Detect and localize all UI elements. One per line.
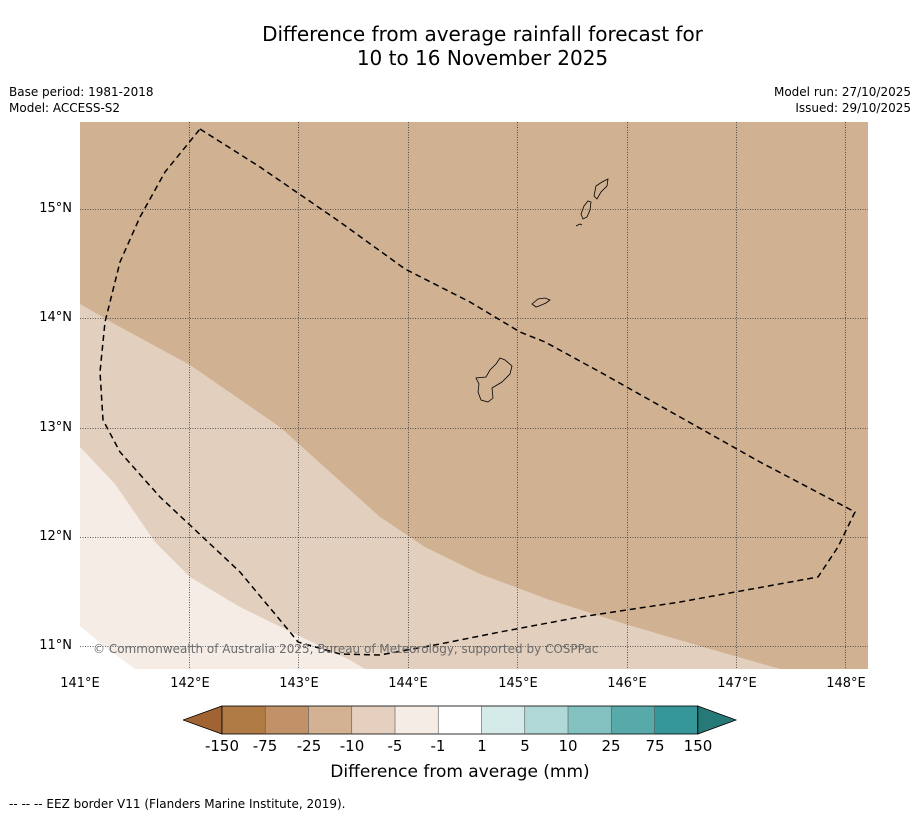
lon-label-146: 146°E xyxy=(607,676,647,691)
lon-label-148: 148°E xyxy=(826,676,866,691)
colorbar-tick-p75: 75 xyxy=(645,737,665,755)
title-line-2: 10 to 16 November 2025 xyxy=(356,46,609,70)
colorbar-swatch-11 xyxy=(654,706,698,734)
colorbar-tick-p150: 150 xyxy=(683,737,713,755)
colorbar-label: Difference from average (mm) xyxy=(330,762,590,782)
issued-text: Issued: 29/10/2025 xyxy=(795,101,911,115)
colorbar-tick-m75: -75 xyxy=(252,737,278,755)
lat-label-11: 11°N xyxy=(39,638,72,653)
colorbar-swatch-8 xyxy=(524,706,568,734)
lon-label-142: 142°E xyxy=(170,676,210,691)
model-run-text: Model run: 27/10/2025 xyxy=(773,85,911,99)
colorbar-tick-p5: 5 xyxy=(520,737,530,755)
lat-label-12: 12°N xyxy=(39,529,72,544)
colorbar-tick-p25: 25 xyxy=(601,737,621,755)
colorbar-swatch-1 xyxy=(222,706,266,734)
colorbar-swatch-2 xyxy=(265,706,309,734)
lon-label-147: 147°E xyxy=(717,676,757,691)
lon-label-143: 143°E xyxy=(279,676,319,691)
region-m5-m1 xyxy=(80,447,365,669)
colorbar-swatch-7 xyxy=(481,706,525,734)
colorbar-tick-p10: 10 xyxy=(558,737,578,755)
island-guam xyxy=(475,357,513,403)
map-canvas xyxy=(80,122,868,669)
colorbar-tick-m10: -10 xyxy=(339,737,365,755)
colorbar-tick-p1: 1 xyxy=(477,737,487,755)
chart-title: Difference from average rainfall forecas… xyxy=(0,22,919,70)
lon-label-144: 144°E xyxy=(388,676,428,691)
colorbar-tick-m1: -1 xyxy=(430,737,446,755)
colorbar-tick-m150: -150 xyxy=(204,737,240,755)
colorbar-swatch-3 xyxy=(308,706,352,734)
gridlines xyxy=(80,122,868,669)
colorbar-swatch-10 xyxy=(611,706,655,734)
model-text: Model: ACCESS-S2 xyxy=(9,101,121,115)
colorbar xyxy=(183,705,738,735)
eez-footnote: -- -- -- EEZ border V11 (Flanders Marine… xyxy=(9,797,346,811)
region-m10-m5 xyxy=(80,304,780,669)
islands xyxy=(475,178,609,403)
rainfall-map xyxy=(80,122,868,669)
title-line-1: Difference from average rainfall forecas… xyxy=(262,22,703,46)
lat-label-14: 14°N xyxy=(39,310,72,325)
colorbar-swatch-4 xyxy=(351,706,395,734)
copyright-text: © Commonwealth of Australia 2025, Bureau… xyxy=(93,642,599,656)
colorbar-tick-m25: -25 xyxy=(296,737,322,755)
base-period-text: Base period: 1981-2018 xyxy=(9,85,154,99)
colorbar-arrow-left xyxy=(183,705,223,735)
lon-label-145: 145°E xyxy=(498,676,538,691)
region-m1-p1 xyxy=(80,626,135,669)
island-saipan xyxy=(593,178,609,200)
colorbar-swatch-5 xyxy=(395,706,439,734)
colorbar-arrow-right xyxy=(697,705,738,735)
lat-label-13: 13°N xyxy=(39,420,72,435)
meta-right: Model run: 27/10/2025 Issued: 29/10/2025 xyxy=(774,84,911,116)
island-tinian xyxy=(580,200,592,220)
colorbar-swatch-9 xyxy=(568,706,612,734)
island-aguijan xyxy=(575,223,583,227)
island-rota xyxy=(531,297,551,308)
lat-label-15: 15°N xyxy=(39,201,72,216)
colorbar-frame xyxy=(221,705,699,735)
colorbar-dividers xyxy=(264,706,655,734)
colorbar-swatch-6 xyxy=(438,706,482,734)
meta-left: Base period: 1981-2018 Model: ACCESS-S2 xyxy=(9,84,154,116)
colorbar-tick-m5: -5 xyxy=(387,737,403,755)
lon-label-141: 141°E xyxy=(60,676,100,691)
